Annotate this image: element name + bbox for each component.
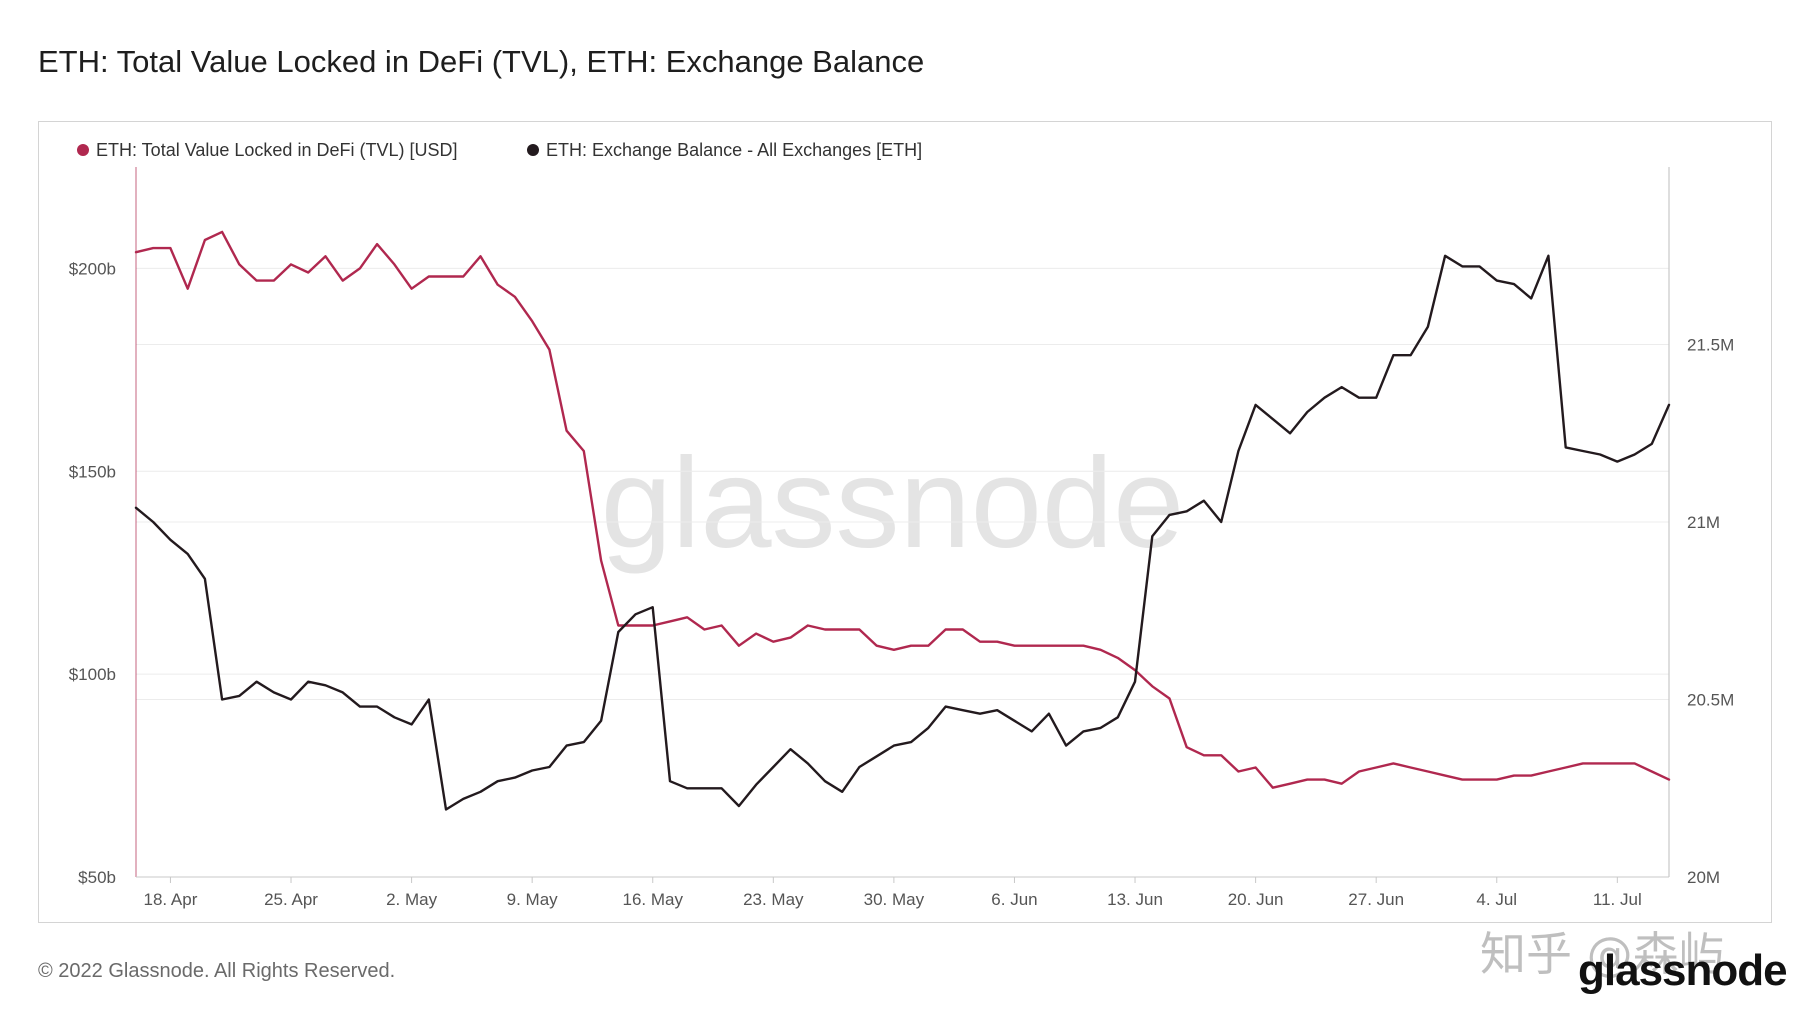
x-tick-label: 18. Apr bbox=[144, 890, 198, 909]
y-left-tick-label: $150b bbox=[69, 462, 116, 481]
x-tick-label: 6. Jun bbox=[991, 890, 1037, 909]
legend-label-tvl: ETH: Total Value Locked in DeFi (TVL) [U… bbox=[96, 140, 457, 160]
x-tick-label: 20. Jun bbox=[1228, 890, 1284, 909]
line-chart: glassnode $50b $100b $150b $200b 20M 20.5M 21M… bbox=[69, 140, 1735, 909]
tick-labels: $50b $100b $150b $200b 20M 20.5M 21M 21.5M 18. A… bbox=[69, 259, 1735, 909]
page-title: ETH: Total Value Locked in DeFi (TVL), E… bbox=[38, 44, 925, 79]
x-tick-label: 9. May bbox=[507, 890, 559, 909]
legend: ETH: Total Value Locked in DeFi (TVL) [U… bbox=[77, 140, 922, 160]
x-tick-label: 25. Apr bbox=[264, 890, 318, 909]
x-tick-label: 27. Jun bbox=[1348, 890, 1404, 909]
y-left-tick-label: $100b bbox=[69, 665, 116, 684]
y-right-tick-label: 21M bbox=[1687, 513, 1720, 532]
y-right-tick-label: 20.5M bbox=[1687, 691, 1734, 710]
x-tick-label: 2. May bbox=[386, 890, 438, 909]
x-tick-label: 11. Jul bbox=[1593, 890, 1642, 909]
x-tick-label: 4. Jul bbox=[1476, 890, 1517, 909]
x-tick-label: 13. Jun bbox=[1107, 890, 1163, 909]
y-left-tick-label: $200b bbox=[69, 259, 116, 278]
x-tick-label: 30. May bbox=[864, 890, 925, 909]
brand-logo: glassnode bbox=[1578, 946, 1788, 995]
x-tick-label: 23. May bbox=[743, 890, 804, 909]
copyright-notice: © 2022 Glassnode. All Rights Reserved. bbox=[38, 960, 396, 982]
y-left-tick-label: $50b bbox=[78, 868, 116, 887]
y-right-tick-label: 20M bbox=[1687, 868, 1720, 887]
x-tick-label: 16. May bbox=[622, 890, 683, 909]
series-line-exchange-balance bbox=[134, 254, 1671, 811]
y-right-tick-label: 21.5M bbox=[1687, 336, 1734, 355]
glassnode-watermark: glassnode bbox=[601, 432, 1185, 575]
series-line-tvl bbox=[134, 230, 1671, 789]
site-watermark: 知乎 @森屿 bbox=[1480, 927, 1725, 981]
axes bbox=[135, 167, 1670, 883]
chart-watermark: glassnode bbox=[601, 432, 1185, 575]
legend-label-exchange-balance: ETH: Exchange Balance - All Exchanges [E… bbox=[546, 140, 922, 160]
chart-frame: glassnode $50b $100b $150b $200b 20M 20.5M 21M… bbox=[38, 121, 1772, 923]
legend-marker-exchange-balance bbox=[527, 144, 539, 156]
legend-marker-tvl bbox=[77, 144, 89, 156]
series-lines bbox=[134, 230, 1671, 811]
